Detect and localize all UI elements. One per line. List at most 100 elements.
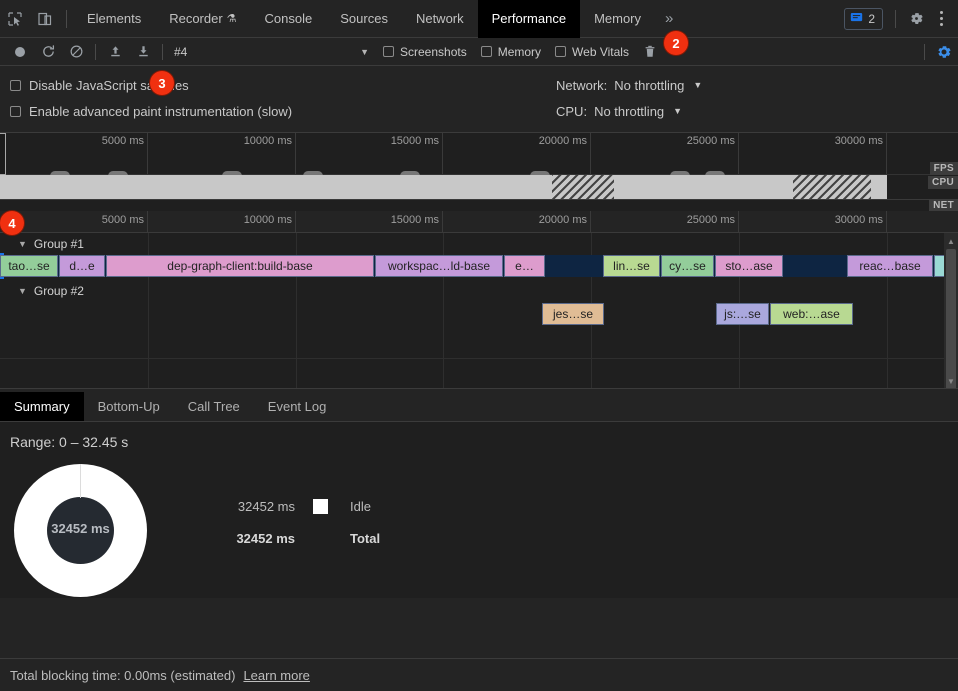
overview-tick-label: 30000 ms xyxy=(834,135,883,147)
flamechart-group-1[interactable]: ▼ Group #1 xyxy=(0,234,84,254)
tab-bottom-up[interactable]: Bottom-Up xyxy=(84,392,174,421)
flamechart-body[interactable]: ▼ Group #1 tao…se d…e dep-graph-client:b… xyxy=(0,233,958,388)
tab-recorder[interactable]: Recorder ⚗ xyxy=(155,0,250,38)
overview-window-left-handle[interactable] xyxy=(0,133,6,175)
flamechart-bar[interactable]: sto…ase xyxy=(715,255,783,277)
checkbox-disable-js-samples-box[interactable] xyxy=(10,79,21,91)
network-throttling-dropdown[interactable]: No throttling ▼ xyxy=(614,78,702,93)
tab-event-log-label: Event Log xyxy=(267,399,327,414)
devtools-tabbar: Elements Recorder ⚗ Console Sources Netw… xyxy=(0,0,958,38)
flamechart-bar-label: workspac…ld-base xyxy=(387,259,491,273)
scroll-down-icon[interactable]: ▼ xyxy=(947,376,955,386)
flamechart-group-2[interactable]: ▼ Group #2 xyxy=(0,281,84,301)
checkbox-advanced-paint-box[interactable] xyxy=(10,105,21,117)
tab-call-tree[interactable]: Call Tree xyxy=(174,392,254,421)
device-toolbar-icon[interactable] xyxy=(30,6,60,32)
summary-pane: Range: 0 – 32.45 s 32452 ms 32452 ms Idl… xyxy=(0,422,958,598)
overview-tick: 10000 ms xyxy=(148,133,296,174)
clear-icon[interactable] xyxy=(62,40,90,64)
legend-idle-label: Idle xyxy=(350,498,371,514)
tab-sources[interactable]: Sources xyxy=(326,0,402,38)
tab-memory[interactable]: Memory xyxy=(580,0,655,38)
save-profile-icon[interactable] xyxy=(129,40,157,64)
trash-icon[interactable] xyxy=(643,44,657,59)
inspect-element-icon[interactable] xyxy=(0,6,30,32)
checkbox-screenshots-box[interactable] xyxy=(383,46,394,57)
chevron-down-icon: ▼ xyxy=(18,286,27,296)
toolbar-divider-3 xyxy=(924,43,925,60)
kebab-menu-icon[interactable] xyxy=(930,11,952,26)
legend-idle-time: 32452 ms xyxy=(237,498,295,514)
flamechart-bar[interactable]: cy…se xyxy=(661,255,714,277)
flamechart-bar[interactable]: tao…se xyxy=(0,255,58,277)
cpu-usage-strip xyxy=(0,175,958,199)
overview-tick: 5000 ms xyxy=(0,133,148,174)
tab-call-tree-label: Call Tree xyxy=(187,399,240,414)
summary-donut-chart[interactable]: 32452 ms xyxy=(14,464,147,597)
checkbox-memory-box[interactable] xyxy=(480,46,492,57)
checkbox-advanced-paint[interactable]: Enable advanced paint instrumentation (s… xyxy=(10,104,292,119)
flamechart-bar[interactable]: dep-graph-client:build-base xyxy=(106,255,374,277)
checkbox-screenshots[interactable]: Screenshots xyxy=(383,45,467,59)
issues-counter-button[interactable]: 2 xyxy=(844,7,883,30)
checkbox-web-vitals[interactable]: Web Vitals xyxy=(555,45,629,59)
timeline-overview[interactable]: 5000 ms 10000 ms 15000 ms 20000 ms 25000… xyxy=(0,133,958,212)
range-text: Range: 0 – 32.45 s xyxy=(10,434,129,450)
gear-icon[interactable] xyxy=(902,7,930,31)
toolbar-right xyxy=(919,40,958,64)
tab-console[interactable]: Console xyxy=(251,0,327,38)
load-profile-icon[interactable] xyxy=(101,40,129,64)
checkbox-web-vitals-box[interactable] xyxy=(555,46,567,57)
learn-more-link[interactable]: Learn more xyxy=(243,667,310,683)
checkbox-disable-js-samples[interactable]: Disable JavaScript samples xyxy=(10,78,189,93)
flamechart-bar-label: jes…se xyxy=(552,307,593,321)
checkbox-screenshots-label: Screenshots xyxy=(400,44,467,59)
flamechart-group-2-label: Group #2 xyxy=(33,284,84,298)
chevron-down-icon: ▼ xyxy=(673,106,683,116)
cpu-throttling-dropdown[interactable]: No throttling ▼ xyxy=(594,104,682,119)
flamechart-bar[interactable]: lin…se xyxy=(603,255,660,277)
cpu-throttling-control: CPU: No throttling ▼ xyxy=(556,104,682,119)
overview-tick: 25000 ms xyxy=(591,133,739,174)
checkbox-memory[interactable]: Memory xyxy=(480,45,541,59)
flamechart-bar[interactable]: d…e xyxy=(59,255,105,277)
flamechart-bar[interactable]: workspac…ld-base xyxy=(375,255,503,277)
cpu-idle-hatch xyxy=(552,175,614,199)
record-icon[interactable] xyxy=(6,40,34,64)
profile-selector[interactable]: #4 ▼ xyxy=(174,45,369,59)
flamechart-bar[interactable]: reac…base xyxy=(847,255,933,277)
tab-summary[interactable]: Summary xyxy=(0,392,84,421)
tab-network[interactable]: Network xyxy=(402,0,478,38)
reload-and-record-icon[interactable] xyxy=(34,40,62,64)
flame-chart[interactable]: 5000 ms 10000 ms 15000 ms 20000 ms 25000… xyxy=(0,211,958,389)
overview-lane-label-net: NET xyxy=(929,199,958,212)
flamechart-bar[interactable]: jes…se xyxy=(542,303,604,325)
overview-lane-label-cpu: CPU xyxy=(927,176,958,189)
issues-message-icon xyxy=(850,11,863,27)
legend-row-idle[interactable]: 32452 ms Idle xyxy=(205,490,380,522)
flamechart-tick: 10000 ms xyxy=(148,211,296,232)
tab-event-log[interactable]: Event Log xyxy=(254,392,341,421)
overview-tick: 30000 ms xyxy=(739,133,887,174)
tab-performance[interactable]: Performance xyxy=(477,0,581,38)
scroll-up-icon[interactable]: ▲ xyxy=(947,236,955,246)
summary-chart-area: 32452 ms 32452 ms Idle 32452 ms Total xyxy=(0,464,958,624)
flamechart-scrollbar[interactable]: ▲ ▼ xyxy=(944,233,958,388)
details-tabbar: Summary Bottom-Up Call Tree Event Log xyxy=(0,389,958,422)
flamechart-bar[interactable]: js:…se xyxy=(716,303,769,325)
tabbar-right-divider xyxy=(895,9,896,28)
tab-network-label: Network xyxy=(415,10,464,26)
flamechart-bar[interactable]: web:…ase xyxy=(770,303,853,325)
chevron-down-icon: ▼ xyxy=(360,46,369,57)
checkbox-disable-js-samples-label: Disable JavaScript samples xyxy=(29,77,189,93)
flamechart-bar[interactable]: e… xyxy=(504,255,545,277)
tab-bottom-up-label: Bottom-Up xyxy=(97,399,160,414)
annotation-badge-3: 3 xyxy=(150,71,174,95)
more-tabs-icon[interactable]: » xyxy=(665,10,674,27)
scrollbar-thumb[interactable] xyxy=(946,249,956,388)
tab-elements[interactable]: Elements xyxy=(73,0,155,38)
tab-recorder-label: Recorder xyxy=(169,10,223,26)
capture-settings-gear-icon[interactable] xyxy=(930,40,958,64)
chevron-down-icon: ▼ xyxy=(693,80,703,90)
overview-ruler: 5000 ms 10000 ms 15000 ms 20000 ms 25000… xyxy=(0,133,958,175)
